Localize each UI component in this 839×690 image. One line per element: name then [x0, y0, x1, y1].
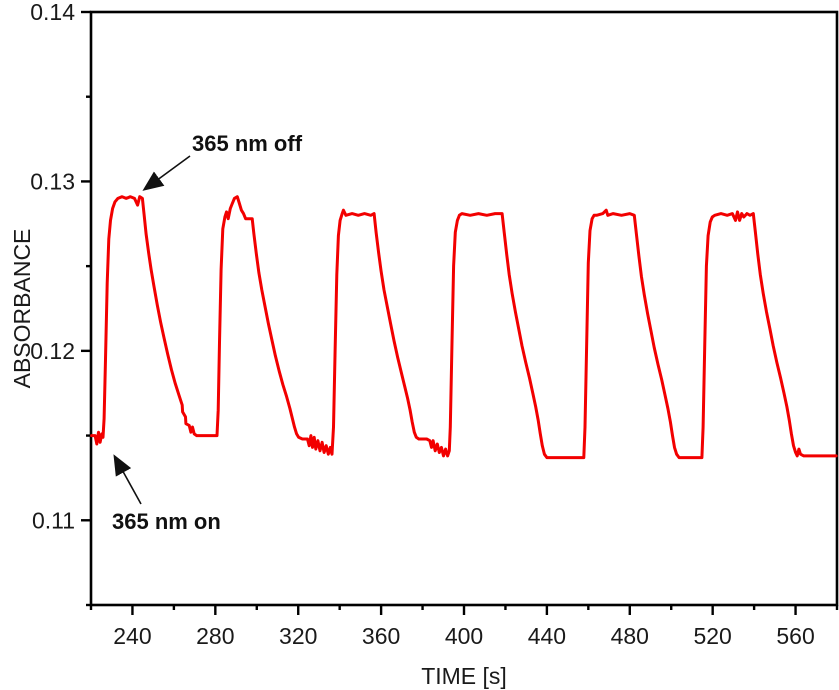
x-axis-title: TIME [s]: [421, 663, 507, 689]
axis-tick-labels: 240 280 320 360 400 440 480 520 560 0.11 0.12 0.13 0…: [30, 0, 815, 649]
y-tick-label: 0.14: [30, 0, 75, 25]
annotation-label-365nm-off: 365 nm off: [192, 131, 303, 156]
x-tick-label: 240: [113, 623, 151, 649]
x-tick-label: 440: [528, 623, 566, 649]
annotation-arrow-365nm-on: [113, 454, 142, 505]
x-tick-label: 400: [445, 623, 483, 649]
y-axis-title: ABSORBANCE: [9, 229, 35, 389]
axis-ticks: [81, 10, 839, 615]
absorbance-trace-line: [90, 195, 838, 460]
y-tick-label: 0.11: [32, 507, 75, 533]
x-tick-label: 560: [776, 623, 814, 649]
x-tick-label: 320: [279, 623, 317, 649]
y-tick-label: 0.12: [30, 338, 75, 364]
annotation-label-365nm-on: 365 nm on: [112, 509, 221, 534]
x-tick-label: 280: [196, 623, 234, 649]
x-tick-label: 520: [693, 623, 731, 649]
x-tick-label: 360: [362, 623, 400, 649]
annotation-arrow-365nm-off: [142, 155, 191, 191]
x-tick-label: 480: [611, 623, 649, 649]
y-tick-label: 0.13: [30, 168, 75, 194]
